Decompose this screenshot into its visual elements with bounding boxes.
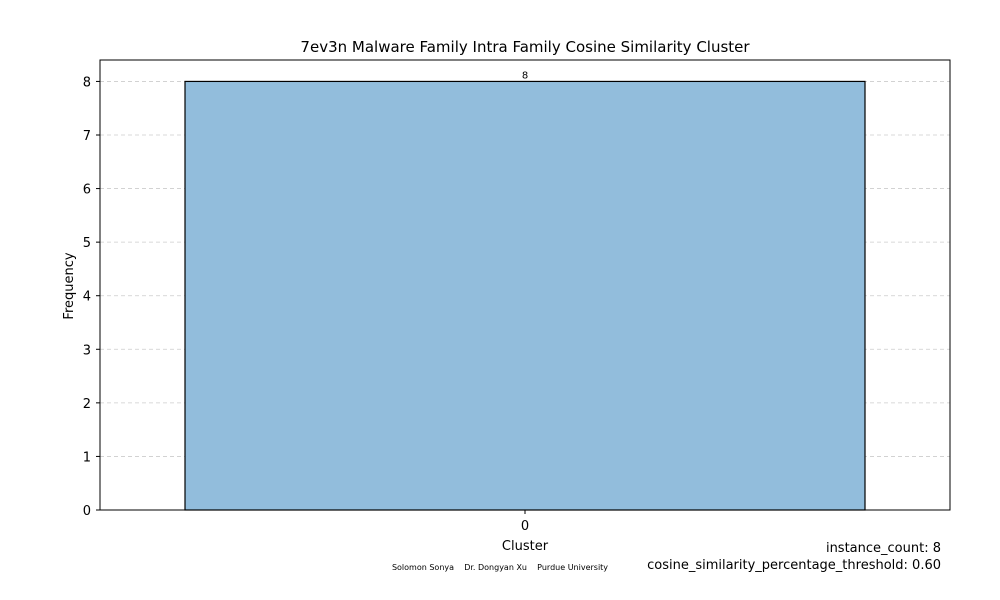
y-tick-label: 3 [83, 343, 91, 358]
bar-data-label: 8 [522, 70, 528, 81]
y-tick-label: 4 [83, 290, 91, 305]
y-tick-label: 0 [83, 504, 91, 519]
threshold-text: cosine_similarity_percentage_threshold: … [647, 558, 941, 573]
y-tick-label: 6 [83, 183, 91, 198]
y-tick-label: 7 [83, 129, 91, 144]
instance-count-text: instance_count: 8 [826, 541, 941, 556]
y-tick-label: 2 [83, 397, 91, 412]
bar-cluster-0 [184, 80, 866, 511]
bars: 8 [184, 70, 866, 511]
credits-text: Solomon Sonya Dr. Dongyan Xu Purdue Univ… [392, 563, 608, 572]
y-tick-label: 1 [83, 450, 91, 465]
y-tick-label: 5 [83, 236, 91, 251]
y-axis-label: Frequency [62, 252, 77, 319]
x-tick-label: 0 [521, 519, 529, 534]
chart-title: 7ev3n Malware Family Intra Family Cosine… [300, 38, 750, 56]
x-axis-label: Cluster [502, 539, 549, 554]
y-tick-label: 8 [83, 75, 91, 90]
y-ticks: 0 1 2 3 4 5 6 7 8 [83, 75, 100, 519]
x-ticks: 0 [521, 510, 529, 534]
